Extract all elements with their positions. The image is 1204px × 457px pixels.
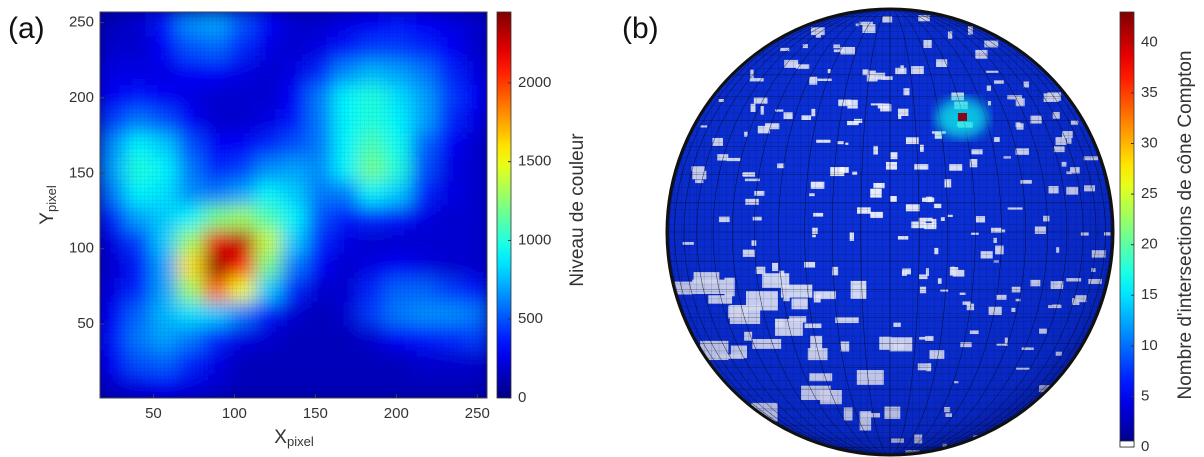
x-tick-label: 100	[222, 405, 247, 422]
colorbar-tick-label: 25	[1141, 185, 1158, 202]
colorbar-tick-label: 500	[518, 310, 543, 327]
sphere-shade	[667, 9, 1113, 455]
colorbar-tick-label: 0	[1141, 438, 1149, 455]
mesh	[100, 12, 487, 398]
x-tick-label: 250	[465, 405, 490, 422]
colorbar-tick-label: 2000	[518, 74, 551, 91]
colorbar-zero	[1119, 440, 1135, 448]
y-tick-label: 100	[69, 240, 94, 257]
colorbar-tick-label: 1500	[518, 153, 551, 170]
colorbar-label: Niveau de couleur	[567, 133, 588, 287]
sphere-outline	[665, 7, 1115, 457]
colorbar-tick-label: 5	[1141, 387, 1149, 404]
colorbar	[1119, 11, 1135, 448]
colorbar-label: Nombre d'intersections de cône Compton	[1175, 51, 1196, 400]
y-tick-label: 50	[77, 315, 94, 332]
colorbar-tick-label: 30	[1141, 134, 1158, 151]
colorbar-tick-label: 20	[1141, 236, 1158, 253]
x-tick-label: 200	[384, 405, 409, 422]
y-axis-label-sub: pixel	[44, 185, 59, 212]
colorbar-tick-label: 1000	[518, 231, 551, 248]
y-tick-label: 150	[69, 164, 94, 181]
colorbar-tick-label: 15	[1141, 286, 1158, 303]
sphere	[665, 7, 1115, 457]
x-axis-label-main: X	[274, 427, 287, 448]
x-axis-label: Xpixel	[274, 427, 314, 449]
y-tick-label: 200	[69, 89, 94, 106]
colorbar-tick-label: 35	[1141, 84, 1158, 101]
x-tick-label: 150	[303, 405, 328, 422]
y-axis-label: Ypixel	[37, 185, 59, 225]
heatmap	[100, 12, 487, 398]
colorbar-tick-label: 40	[1141, 33, 1158, 50]
x-tick-label: 50	[145, 405, 162, 422]
y-tick-label: 250	[69, 14, 94, 31]
x-axis-label-sub: pixel	[287, 434, 314, 449]
plot-frame	[99, 11, 488, 399]
colorbar-tick-label: 0	[518, 389, 526, 406]
panel-label: (a)	[8, 12, 45, 45]
colorbar-tick-label: 10	[1141, 337, 1158, 354]
panel-label: (b)	[622, 12, 659, 45]
y-axis-label-main: Y	[37, 212, 58, 225]
colorbar	[496, 11, 512, 399]
